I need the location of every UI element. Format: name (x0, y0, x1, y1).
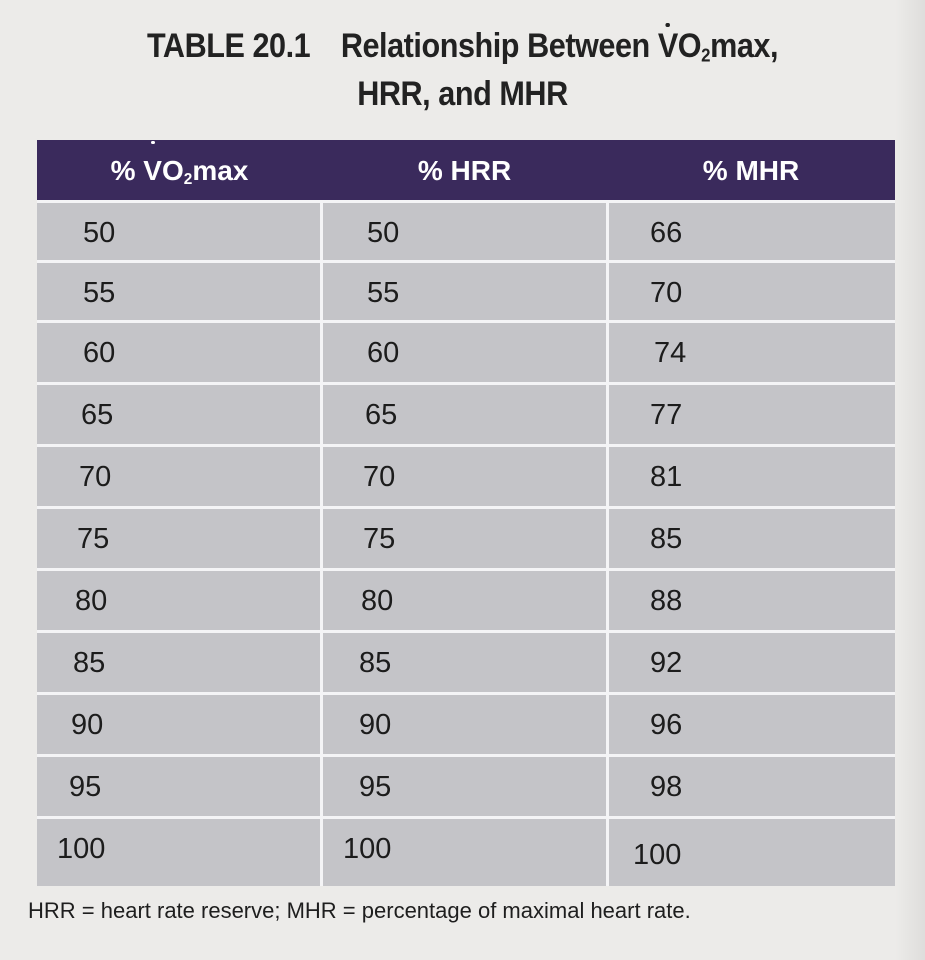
data-table: % VO2max % HRR % MHR 50 50 66 55 55 70 6… (37, 140, 895, 886)
table-number: TABLE 20.1 (146, 27, 311, 65)
cell-mhr: 92 (650, 647, 683, 679)
cell-vo2max: 95 (69, 771, 102, 803)
cell-vo2max: 65 (81, 399, 114, 431)
cell-mhr: 74 (654, 337, 687, 369)
cell-hrr: 80 (361, 585, 394, 617)
cell-mhr: 70 (650, 277, 683, 309)
cell-hrr: 100 (343, 833, 392, 865)
cell-hrr: 90 (359, 709, 392, 741)
table-row: 70 70 81 (37, 444, 895, 504)
v-dot-symbol: V (143, 140, 162, 202)
table-row: 85 85 92 (37, 630, 895, 690)
cell-vo2max: 55 (83, 277, 116, 309)
cell-hrr: 95 (359, 771, 392, 803)
column-header-vo2max-subscript: 2 (183, 170, 193, 188)
cell-vo2max: 80 (75, 585, 108, 617)
column-divider (320, 200, 323, 886)
cell-hrr: 65 (365, 399, 398, 431)
cell-mhr: 100 (633, 839, 682, 871)
cell-vo2max: 90 (71, 709, 104, 741)
title-text-prefix: Relationship Between (340, 27, 658, 65)
table-title: TABLE 20.1 Relationship Between VO2max, H… (46, 22, 879, 118)
table-row: 100 100 100 (37, 816, 895, 886)
cell-mhr: 98 (650, 771, 683, 803)
cell-vo2max: 85 (73, 647, 106, 679)
column-header-vo2max-prefix: % (110, 155, 144, 186)
table-row: 65 65 77 (37, 382, 895, 442)
title-o: O (677, 27, 702, 65)
cell-hrr: 60 (367, 337, 400, 369)
cell-mhr: 81 (650, 461, 683, 493)
title-line-2: HRR, and MHR (357, 75, 568, 113)
cell-mhr: 66 (650, 217, 683, 249)
page-edge-shadow (895, 0, 925, 960)
cell-hrr: 55 (367, 277, 400, 309)
table-row: 80 80 88 (37, 568, 895, 628)
table-row: 95 95 98 (37, 754, 895, 814)
cell-mhr: 88 (650, 585, 683, 617)
column-header-hrr: % HRR (417, 155, 512, 186)
table-row: 60 60 74 (37, 320, 895, 380)
cell-mhr: 85 (650, 523, 683, 555)
column-divider (606, 200, 609, 886)
cell-vo2max: 75 (77, 523, 110, 555)
cell-hrr: 50 (367, 217, 400, 249)
cell-hrr: 85 (359, 647, 392, 679)
title-line-1: TABLE 20.1 Relationship Between VO2max, (46, 22, 879, 70)
cell-vo2max: 60 (83, 337, 116, 369)
cell-vo2max: 70 (79, 461, 112, 493)
title-subscript: 2 (701, 44, 711, 66)
column-header-vo2max-o: O (161, 155, 184, 186)
column-header-mhr: % MHR (702, 155, 800, 186)
column-header-vo2max-suffix: max (192, 155, 249, 186)
table-row: 50 50 66 (37, 200, 895, 260)
table-header: % VO2max % HRR % MHR (37, 140, 895, 200)
title-text-suffix: max, (710, 27, 779, 65)
table-row: 90 90 96 (37, 692, 895, 752)
table-row: 75 75 85 (37, 506, 895, 566)
v-dot-symbol: V (658, 22, 678, 70)
column-header-vo2max: % VO2max (37, 140, 322, 200)
cell-mhr: 96 (650, 709, 683, 741)
table-row: 55 55 70 (37, 260, 895, 320)
table-footnote: HRR = heart rate reserve; MHR = percenta… (28, 898, 691, 923)
cell-vo2max: 50 (83, 217, 116, 249)
cell-mhr: 77 (650, 399, 683, 431)
cell-hrr: 75 (363, 523, 396, 555)
cell-hrr: 70 (363, 461, 396, 493)
cell-vo2max: 100 (57, 833, 106, 865)
